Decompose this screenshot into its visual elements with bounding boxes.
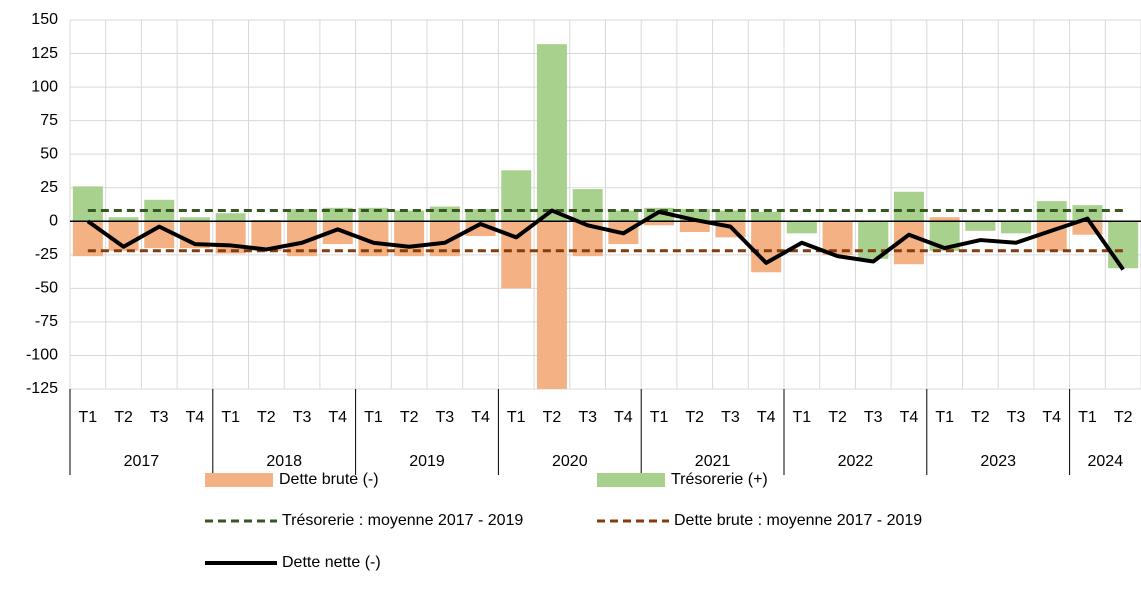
bar <box>786 221 817 234</box>
bar <box>287 209 318 222</box>
x-tick-label: T2 <box>114 409 133 426</box>
bar <box>751 211 782 222</box>
bar <box>322 221 353 245</box>
x-tick-label: T3 <box>578 409 597 426</box>
x-tick-label: T4 <box>1042 409 1061 426</box>
bar <box>536 44 567 222</box>
year-label: 2021 <box>695 453 731 470</box>
y-tick-label: 150 <box>31 11 58 28</box>
y-tick-label: 50 <box>40 145 58 162</box>
x-tick-label: T3 <box>1007 409 1026 426</box>
bar <box>965 221 996 231</box>
x-tick-label: T3 <box>721 409 740 426</box>
y-tick-label: 0 <box>49 212 58 229</box>
bar <box>215 221 246 254</box>
x-tick-label: T4 <box>757 409 776 426</box>
bar <box>822 221 853 255</box>
legend-label: Trésorerie (+) <box>671 471 768 488</box>
bar <box>644 221 675 226</box>
x-tick-label: T1 <box>793 409 812 426</box>
x-tick-label: T1 <box>1078 409 1097 426</box>
y-tick-label: -125 <box>26 380 58 397</box>
x-tick-label: T4 <box>614 409 633 426</box>
bar <box>501 170 532 222</box>
x-tick-label: T2 <box>400 409 419 426</box>
legend-swatch <box>597 473 665 487</box>
x-tick-label: T3 <box>864 409 883 426</box>
legend-swatch <box>205 473 273 487</box>
x-tick-label: T2 <box>828 409 847 426</box>
x-tick-label: T4 <box>328 409 347 426</box>
x-tick-label: T1 <box>79 409 98 426</box>
bar <box>929 217 960 222</box>
x-tick-label: T4 <box>186 409 205 426</box>
year-label: 2023 <box>980 453 1016 470</box>
bar <box>179 217 210 222</box>
bar <box>465 209 496 222</box>
x-tick-label: T2 <box>971 409 990 426</box>
x-tick-label: T2 <box>1114 409 1133 426</box>
bar <box>1108 221 1139 269</box>
x-tick-label: T1 <box>650 409 669 426</box>
y-tick-label: -25 <box>35 246 58 263</box>
net-debt-line <box>86 208 1125 271</box>
y-tick-label: 125 <box>31 45 58 62</box>
year-label: 2022 <box>838 453 874 470</box>
y-tick-label: -100 <box>26 347 58 364</box>
bar <box>893 191 924 222</box>
year-label: 2018 <box>266 453 302 470</box>
year-label: 2020 <box>552 453 588 470</box>
bar <box>394 210 425 222</box>
year-label: 2019 <box>409 453 445 470</box>
bar <box>679 221 710 233</box>
y-tick-label: 25 <box>40 179 58 196</box>
bar <box>572 189 603 222</box>
x-tick-label: T1 <box>935 409 954 426</box>
y-tick-label: -75 <box>35 313 58 330</box>
bar <box>715 210 746 222</box>
x-tick-label: T3 <box>293 409 312 426</box>
bar <box>536 221 567 389</box>
legend-label: Dette nette (-) <box>282 554 381 571</box>
x-tick-label: T3 <box>150 409 169 426</box>
legend-label: Dette brute (-) <box>279 471 379 488</box>
bar <box>429 206 460 222</box>
x-tick-label: T2 <box>543 409 562 426</box>
y-tick-label: -50 <box>35 280 58 297</box>
bar <box>108 217 139 222</box>
bar <box>215 213 246 222</box>
x-tick-label: T1 <box>507 409 526 426</box>
x-tick-label: T1 <box>364 409 383 426</box>
x-tick-label: T4 <box>900 409 919 426</box>
year-label: 2024 <box>1088 453 1124 470</box>
legend-label: Dette brute : moyenne 2017 - 2019 <box>674 512 922 529</box>
year-label: 2017 <box>124 453 160 470</box>
x-tick-label: T2 <box>685 409 704 426</box>
x-tick-label: T1 <box>221 409 240 426</box>
y-tick-label: 75 <box>40 112 58 129</box>
x-tick-label: T3 <box>436 409 455 426</box>
bar <box>322 207 353 222</box>
x-tick-label: T2 <box>257 409 276 426</box>
x-tick-label: T4 <box>471 409 490 426</box>
bar <box>1001 221 1032 234</box>
bar <box>608 210 639 222</box>
bar <box>72 186 103 222</box>
legend-label: Trésorerie : moyenne 2017 - 2019 <box>282 512 523 529</box>
y-tick-label: 100 <box>31 78 58 95</box>
